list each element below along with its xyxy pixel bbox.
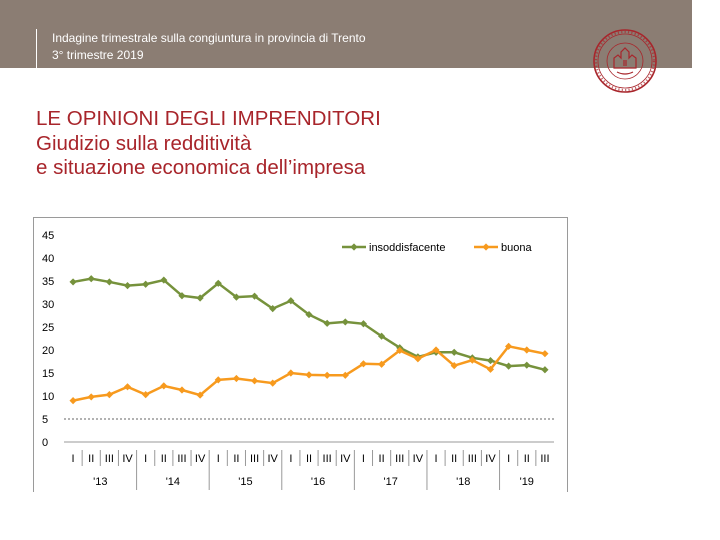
data-point-insoddisfacente bbox=[505, 362, 513, 370]
data-point-insoddisfacente bbox=[341, 318, 349, 326]
header-line-2: 3° trimestre 2019 bbox=[52, 48, 144, 62]
legend-label-buona: buona bbox=[501, 242, 532, 254]
data-point-buona bbox=[468, 356, 476, 364]
page-title: LE OPINIONI DEGLI IMPRENDITORI Giudizio … bbox=[36, 107, 381, 181]
x-tick-label: II bbox=[306, 453, 312, 465]
data-point-insoddisfacente bbox=[323, 319, 331, 327]
title-line-3: e situazione economica dell’impresa bbox=[36, 156, 366, 179]
header-text: Indagine trimestrale sulla congiuntura i… bbox=[52, 30, 366, 64]
data-point-insoddisfacente bbox=[87, 275, 95, 283]
data-point-insoddisfacente bbox=[377, 332, 386, 340]
data-point-buona bbox=[87, 393, 95, 401]
data-point-insoddisfacente bbox=[123, 282, 132, 290]
title-line-1: LE OPINIONI DEGLI IMPRENDITORI bbox=[36, 107, 381, 130]
legend-marker-buona bbox=[482, 243, 490, 251]
data-point-buona bbox=[359, 360, 368, 368]
y-tick-label: 0 bbox=[42, 437, 48, 449]
x-tick-label: III bbox=[468, 453, 477, 465]
x-tick-label: III bbox=[250, 453, 259, 465]
data-point-buona bbox=[377, 360, 386, 368]
data-point-insoddisfacente bbox=[541, 366, 549, 374]
data-point-buona bbox=[486, 365, 495, 373]
data-point-buona bbox=[142, 391, 150, 399]
year-label: '18 bbox=[456, 476, 470, 488]
y-tick-label: 20 bbox=[42, 345, 54, 357]
data-point-buona bbox=[541, 350, 549, 358]
x-tick-label: I bbox=[289, 453, 292, 465]
x-tick-label: III bbox=[177, 453, 186, 465]
x-tick-label: II bbox=[451, 453, 457, 465]
year-label: '19 bbox=[520, 476, 534, 488]
data-point-insoddisfacente bbox=[305, 310, 313, 319]
x-tick-label: I bbox=[144, 453, 147, 465]
x-tick-label: IV bbox=[485, 453, 496, 465]
data-point-buona bbox=[160, 382, 168, 390]
data-point-buona bbox=[432, 346, 440, 354]
x-tick-label: IV bbox=[268, 453, 279, 465]
data-point-insoddisfacente bbox=[287, 297, 295, 305]
x-tick-label: IV bbox=[195, 453, 206, 465]
data-point-insoddisfacente bbox=[142, 280, 150, 288]
data-point-buona bbox=[341, 371, 349, 379]
x-tick-label: I bbox=[72, 453, 75, 465]
x-tick-label: II bbox=[524, 453, 530, 465]
title-line-2: Giudizio sulla redditività bbox=[36, 131, 252, 155]
data-point-buona bbox=[287, 369, 295, 377]
y-tick-label: 45 bbox=[42, 230, 54, 242]
data-point-insoddisfacente bbox=[69, 278, 77, 286]
x-tick-label: IV bbox=[340, 453, 351, 465]
data-point-buona bbox=[505, 342, 513, 350]
year-label: '13 bbox=[93, 476, 107, 488]
y-tick-label: 35 bbox=[42, 276, 54, 288]
data-point-insoddisfacente bbox=[450, 348, 458, 356]
legend-marker-insoddisfacente bbox=[350, 243, 358, 251]
year-label: '15 bbox=[238, 476, 252, 488]
data-point-insoddisfacente bbox=[359, 320, 368, 328]
year-label: '17 bbox=[383, 476, 397, 488]
x-tick-label: I bbox=[507, 453, 510, 465]
data-point-buona bbox=[305, 371, 313, 379]
x-tick-label: II bbox=[161, 453, 167, 465]
header-band bbox=[0, 0, 692, 68]
x-tick-label: II bbox=[379, 453, 385, 465]
data-point-buona bbox=[323, 371, 331, 379]
data-point-buona bbox=[250, 377, 259, 385]
header-divider bbox=[36, 29, 37, 68]
x-tick-label: I bbox=[362, 453, 365, 465]
year-label: '14 bbox=[166, 476, 180, 488]
x-tick-label: III bbox=[323, 453, 332, 465]
data-point-buona bbox=[69, 397, 77, 405]
legend-label-insoddisfacente: insoddisfacente bbox=[369, 242, 445, 254]
x-tick-label: III bbox=[105, 453, 114, 465]
data-point-buona bbox=[178, 386, 186, 394]
y-tick-label: 15 bbox=[42, 368, 54, 380]
year-label: '16 bbox=[311, 476, 325, 488]
data-point-insoddisfacente bbox=[105, 278, 113, 286]
x-tick-label: III bbox=[395, 453, 404, 465]
x-tick-label: II bbox=[88, 453, 94, 465]
y-tick-label: 40 bbox=[42, 253, 54, 265]
y-tick-label: 30 bbox=[42, 299, 54, 311]
data-point-insoddisfacente bbox=[486, 356, 495, 365]
seal-logo-icon bbox=[593, 29, 657, 93]
x-tick-label: III bbox=[540, 453, 549, 465]
y-tick-label: 5 bbox=[42, 414, 48, 426]
data-point-buona bbox=[123, 383, 132, 391]
chart-frame: 0 5 10 15 20 25 30 35 40 45 I II III IV I II III IV I II III… bbox=[33, 217, 568, 492]
header-line-1: Indagine trimestrale sulla congiuntura i… bbox=[52, 31, 366, 45]
x-tick-label: I bbox=[217, 453, 220, 465]
data-point-buona bbox=[232, 374, 241, 383]
x-tick-label: II bbox=[233, 453, 239, 465]
data-point-buona bbox=[105, 391, 113, 399]
y-tick-label: 25 bbox=[42, 322, 54, 334]
x-tick-label: IV bbox=[122, 453, 133, 465]
x-tick-label: I bbox=[435, 453, 438, 465]
data-point-buona bbox=[414, 355, 422, 363]
y-tick-label: 10 bbox=[42, 391, 54, 403]
x-tick-label: IV bbox=[413, 453, 424, 465]
data-point-insoddisfacente bbox=[523, 361, 531, 369]
data-point-buona bbox=[523, 346, 531, 354]
